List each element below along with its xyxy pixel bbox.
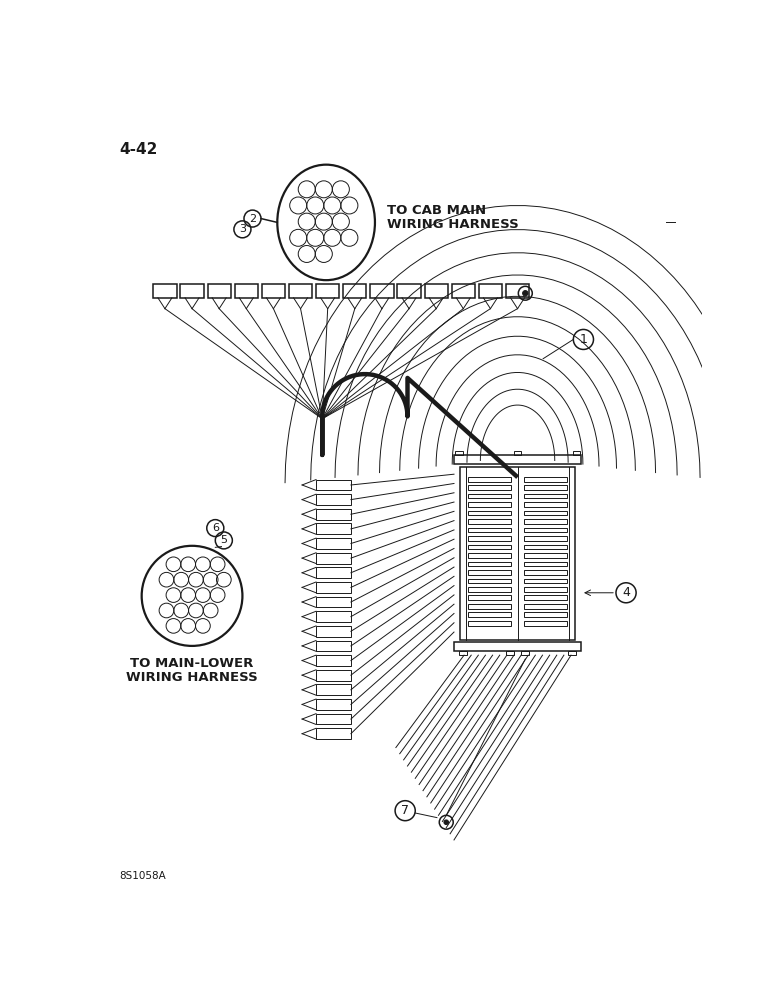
Bar [523,519,567,524]
Bar [398,284,420,298]
Bar [343,284,367,298]
Bar [316,684,351,695]
Bar [316,284,339,298]
Bar [180,284,204,298]
Bar [468,545,512,549]
Text: 8S1058A: 8S1058A [119,871,166,881]
Bar [316,626,351,637]
Bar [523,485,567,490]
Bar [468,612,512,617]
Bar [468,579,512,583]
Bar [568,651,576,655]
Bar [523,494,567,498]
Bar [521,651,529,655]
Bar [523,570,567,575]
Bar [468,485,512,490]
Bar [316,582,351,593]
Text: WIRING HARNESS: WIRING HARNESS [388,218,519,231]
Text: TO CAB MAIN: TO CAB MAIN [388,204,487,217]
Text: WIRING HARNESS: WIRING HARNESS [126,671,258,684]
Bar [523,621,567,626]
Bar [316,509,351,520]
Bar [523,502,567,507]
Bar [573,451,580,455]
Bar [506,284,529,298]
Bar [454,455,581,464]
Bar [468,595,512,600]
Bar [523,528,567,532]
Bar [468,502,512,507]
Bar [514,451,521,455]
Bar [523,587,567,592]
Bar [523,477,567,482]
Bar [455,451,463,455]
Bar [523,545,567,549]
Bar [316,553,351,564]
Bar [468,604,512,609]
Bar [262,284,285,298]
Text: 2: 2 [249,214,256,224]
Text: 4: 4 [622,586,630,599]
Bar [468,553,512,558]
Bar [523,511,567,515]
Bar [207,284,231,298]
Circle shape [444,820,448,825]
Bar [468,587,512,592]
Bar [468,570,512,575]
Bar [316,494,351,505]
Bar [523,562,567,566]
Bar [154,284,176,298]
Bar [468,494,512,498]
Bar [454,642,581,651]
Bar [316,480,351,490]
Text: 6: 6 [212,523,219,533]
Bar [460,466,575,640]
Bar [523,595,567,600]
Bar [370,284,394,298]
Bar [468,477,512,482]
Bar [316,611,351,622]
Bar [468,536,512,541]
Bar [316,641,351,651]
Bar [316,714,351,724]
Bar [523,604,567,609]
Bar [316,670,351,681]
Bar [424,284,448,298]
Bar [523,536,567,541]
Bar [523,579,567,583]
Bar [468,519,512,524]
Bar [468,621,512,626]
Bar [468,528,512,532]
Bar [289,284,312,298]
Bar [316,523,351,534]
Text: 7: 7 [401,804,410,817]
Bar [468,562,512,566]
Circle shape [523,291,528,296]
Text: 1: 1 [580,333,587,346]
Bar [235,284,258,298]
Text: 5: 5 [220,535,227,545]
Bar [316,567,351,578]
Bar [506,651,514,655]
Bar [479,284,502,298]
Bar [316,538,351,549]
Bar [316,728,351,739]
Bar [523,612,567,617]
Bar [459,651,467,655]
Text: 3: 3 [239,224,246,234]
Bar [523,553,567,558]
Text: TO MAIN-LOWER: TO MAIN-LOWER [130,657,254,670]
Text: 4-42: 4-42 [119,142,158,157]
Bar [452,284,475,298]
Bar [316,699,351,710]
Bar [316,655,351,666]
Bar [316,597,351,607]
Bar [468,511,512,515]
